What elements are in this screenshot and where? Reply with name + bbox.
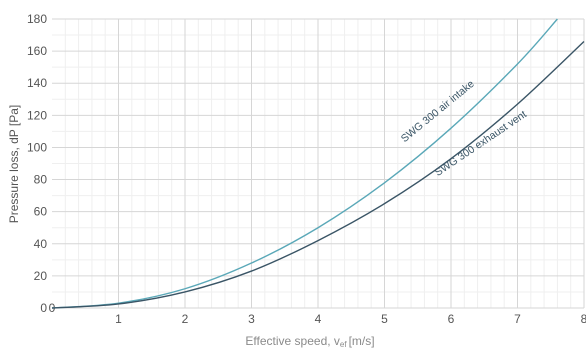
x-axis-title-unit: [m/s] — [349, 334, 375, 348]
y-tick-label: 60 — [34, 205, 48, 219]
x-axis-title: Effective speed, vef [m/s] — [245, 334, 374, 349]
y-axis-title: Pressure loss, dP [Pa] — [7, 105, 21, 224]
series-line — [51, 40, 585, 309]
y-tick-label: 140 — [27, 76, 47, 90]
y-tick-label: 0 — [40, 301, 47, 315]
x-tick-label: 3 — [248, 312, 255, 326]
x-axis-title-main: Effective speed, v — [245, 334, 340, 348]
x-tick-label: 5 — [381, 312, 388, 326]
x-tick-label: 4 — [315, 312, 322, 326]
x-tick-label: 8 — [581, 312, 586, 326]
y-tick-label: 120 — [27, 108, 47, 122]
x-axis-tick-labels: 1 2 3 4 5 6 7 8 — [115, 312, 586, 326]
series-lines — [51, 18, 585, 309]
y-tick-label: 80 — [34, 173, 48, 187]
y-tick-label: 100 — [27, 140, 47, 154]
y-tick-label: 40 — [34, 237, 48, 251]
x-axis-title-subscript: ef — [340, 340, 347, 349]
y-tick-label: 160 — [27, 44, 47, 58]
series-label: SWG 300 exhaust vent — [433, 108, 529, 178]
x-tick-label: 2 — [182, 312, 189, 326]
y-tick-label: 20 — [34, 269, 48, 283]
major-grid — [52, 18, 585, 309]
x-tick-label: 6 — [448, 312, 455, 326]
series-line — [51, 18, 558, 309]
y-axis-tick-labels: 0 20 40 60 80 100 120 140 160 180 — [27, 12, 47, 315]
x-tick-label: 7 — [514, 312, 521, 326]
y-tick-label: 180 — [27, 12, 47, 26]
x-tick-label: 1 — [115, 312, 122, 326]
